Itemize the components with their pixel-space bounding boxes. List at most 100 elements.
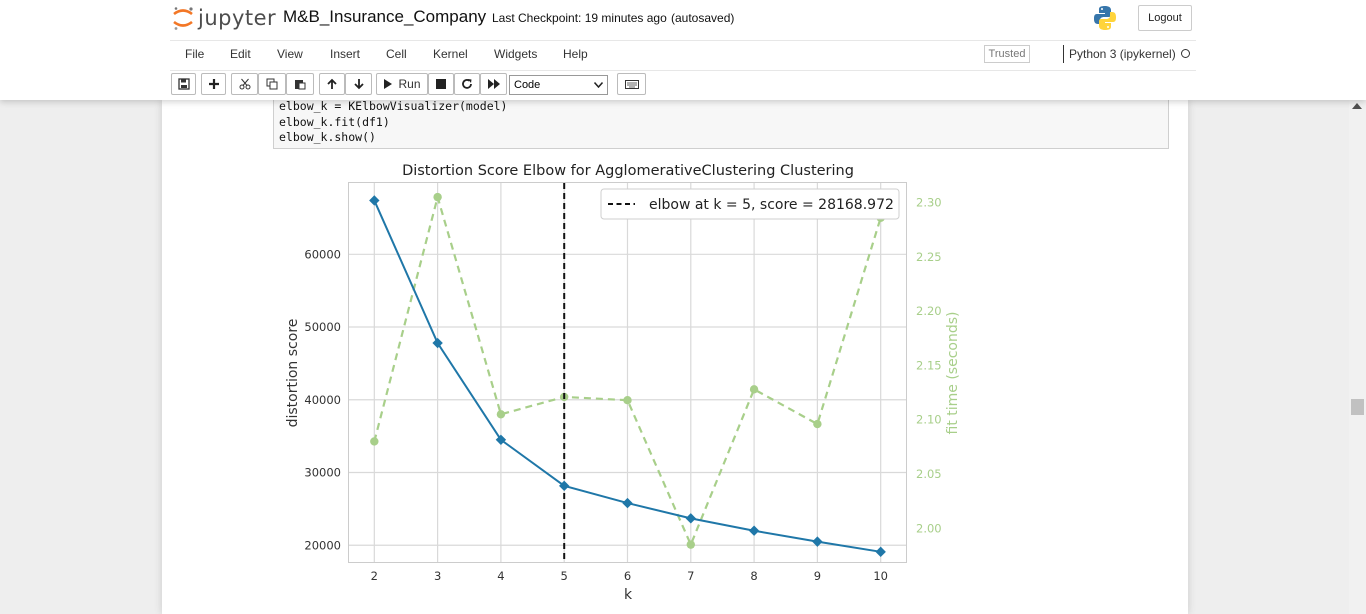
jupyter-logo-icon	[173, 7, 193, 30]
menu-view[interactable]: View	[277, 47, 303, 61]
fit-time-point	[623, 395, 632, 405]
x-tick-label: 10	[873, 569, 888, 583]
y-tick-label: 40000	[304, 393, 341, 407]
y-tick-label: 60000	[304, 247, 341, 261]
axis-ticks: 2 3 4 5 6 7 8 9 10 20000 30000 40000 50000 60000 2.00 2…	[304, 196, 941, 583]
menu-bar: File Edit View Insert Cell Kernel Widget…	[170, 40, 1196, 71]
jupyter-logo-text: jupyter	[198, 6, 277, 30]
x-tick-label: 7	[687, 569, 694, 583]
fit-time-point	[433, 192, 442, 202]
python-logo-icon	[1094, 6, 1116, 30]
y2-axis-label: fit time (seconds)	[945, 312, 961, 435]
code-line: elbow_k.fit(df1)	[279, 115, 390, 129]
fit-time-point	[686, 540, 695, 549]
insert-cell-button[interactable]	[201, 73, 226, 95]
y2-tick-label: 2.05	[916, 467, 942, 481]
paste-button[interactable]	[286, 73, 314, 95]
x-tick-label: 5	[561, 569, 568, 583]
fit-time-point	[813, 419, 822, 429]
stop-icon	[436, 79, 446, 89]
legend-label: elbow at k = 5, score = 28168.972	[649, 197, 894, 213]
x-tick-label: 9	[814, 569, 821, 583]
copy-icon	[266, 78, 278, 90]
y2-tick-label: 2.30	[916, 196, 942, 210]
cell-type-select[interactable]: Code	[509, 75, 608, 95]
paste-icon	[295, 80, 306, 90]
distortion-point	[432, 337, 443, 349]
distortion-point	[622, 497, 633, 509]
x-axis-label: k	[624, 587, 633, 603]
page-scrollbar[interactable]	[1349, 100, 1366, 614]
menu-kernel[interactable]: Kernel	[433, 47, 468, 61]
distortion-point	[875, 546, 886, 558]
x-tick-label: 6	[624, 569, 631, 583]
cell-type-value: Code	[514, 79, 541, 91]
cut-button[interactable]	[231, 73, 258, 95]
chevron-down-icon	[594, 82, 603, 88]
run-icon	[384, 79, 393, 89]
run-label: Run	[398, 77, 421, 91]
elbow-chart: Distortion Score Elbow for Agglomerative…	[285, 163, 961, 603]
menu-file[interactable]: File	[185, 47, 205, 61]
y-tick-label: 30000	[304, 466, 341, 480]
code-cell-input[interactable]: elbow_k = KElbowVisualizer(model) elbow_…	[273, 96, 1169, 149]
scroll-up-arrow-icon[interactable]	[1352, 103, 1362, 109]
fit-time-point	[749, 385, 759, 394]
cut-icon	[239, 78, 250, 90]
fit-time-series	[370, 192, 885, 549]
notebook-name[interactable]: M&B_Insurance_Company	[283, 7, 487, 26]
menu-insert[interactable]: Insert	[330, 47, 361, 61]
kernel-divider	[1063, 45, 1064, 63]
x-tick-label: 2	[371, 569, 378, 583]
y2-tick-label: 2.00	[916, 521, 942, 535]
distortion-point	[812, 536, 823, 547]
menu-edit[interactable]: Edit	[230, 47, 251, 61]
add-cell-icon	[208, 79, 219, 89]
autosave-status: (autosaved)	[671, 11, 735, 25]
code-line: elbow_k = KElbowVisualizer(model)	[279, 99, 508, 113]
run-button[interactable]: Run	[376, 73, 428, 95]
menu-widgets[interactable]: Widgets	[494, 47, 538, 61]
fast-forward-icon	[487, 79, 500, 89]
x-tick-label: 8	[750, 569, 757, 583]
menu-cell[interactable]: Cell	[386, 47, 407, 61]
fit-time-line	[373, 192, 882, 548]
scroll-thumb[interactable]	[1351, 399, 1364, 415]
y2-tick-label: 2.15	[916, 358, 942, 372]
chart-title: Distortion Score Elbow for Agglomerative…	[402, 163, 854, 179]
notebook-header: jupyter M&B_Insurance_Company Last Check…	[0, 0, 1366, 100]
y2-tick-label: 2.20	[916, 304, 942, 318]
keyboard-icon	[624, 79, 639, 89]
copy-button[interactable]	[258, 73, 286, 95]
y-tick-label: 20000	[304, 538, 341, 552]
kernel-name[interactable]: Python 3 (ipykernel)	[1069, 47, 1176, 61]
move-down-button[interactable]	[345, 73, 372, 95]
y-axis-label: distortion score	[285, 319, 301, 428]
kernel-idle-icon	[1181, 49, 1190, 58]
y2-tick-label: 2.25	[916, 250, 942, 264]
y2-tick-label: 2.10	[916, 413, 942, 427]
fast-forward-button[interactable]	[480, 73, 507, 95]
fit-time-point	[496, 410, 506, 419]
command-palette-button[interactable]	[617, 73, 646, 95]
checkpoint-status: Last Checkpoint: 19 minutes ago	[492, 11, 667, 25]
restart-button[interactable]	[454, 73, 480, 95]
move-down-icon	[353, 79, 364, 90]
x-tick-label: 3	[434, 569, 441, 583]
stop-button[interactable]	[428, 73, 454, 95]
move-up-icon	[327, 78, 337, 89]
y-tick-label: 50000	[304, 320, 341, 334]
trusted-badge[interactable]: Trusted	[984, 45, 1030, 63]
save-button[interactable]	[171, 73, 196, 95]
logout-button[interactable]: Logout	[1138, 5, 1192, 31]
x-tick-label: 4	[497, 569, 504, 583]
restart-icon	[462, 79, 472, 89]
move-up-button[interactable]	[319, 73, 345, 95]
menu-help[interactable]: Help	[563, 47, 588, 61]
code-line: elbow_k.show()	[279, 130, 376, 144]
legend: elbow at k = 5, score = 28168.972	[600, 188, 900, 220]
save-icon	[177, 78, 190, 90]
fit-time-point	[370, 437, 379, 446]
jupyter-logo[interactable]: jupyter	[172, 4, 276, 32]
distortion-point	[369, 195, 380, 206]
